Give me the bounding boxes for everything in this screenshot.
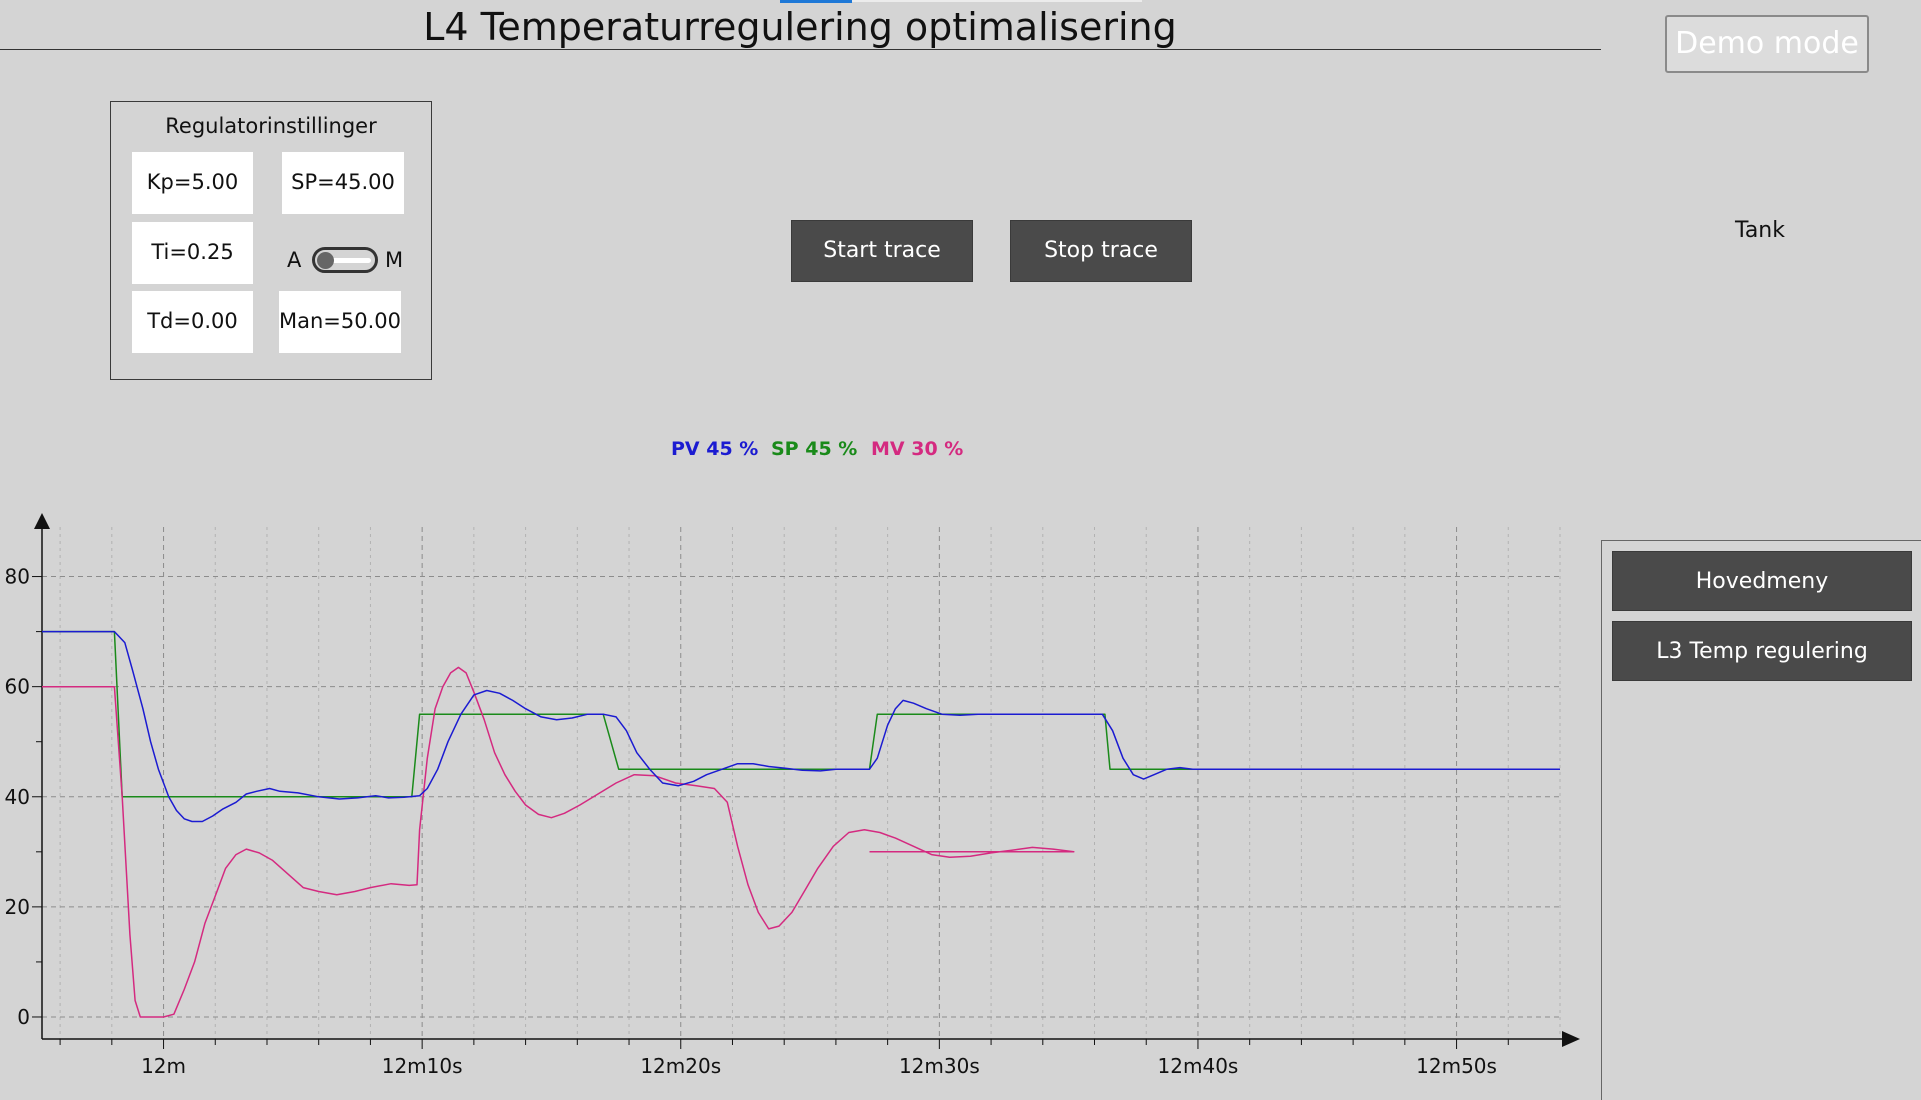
x-tick-label: 12m40s (1158, 1054, 1239, 1078)
x-tick-label: 12m30s (899, 1054, 980, 1078)
mode-manual-label: M (385, 248, 403, 272)
regulator-settings-title: Regulatorinstillinger (111, 114, 431, 138)
trend-chart[interactable]: 0 20 40 60 80 12m 12m10s 12m20s 12m30s 12m40s 12m5… (0, 505, 1600, 1081)
start-trace-button[interactable]: Start trace (791, 220, 973, 282)
main-menu-button[interactable]: Hovedmeny (1612, 551, 1912, 611)
sp-field[interactable]: SP=45.00 (282, 152, 404, 214)
legend-pv: PV 45 % (671, 438, 758, 460)
navigation-panel: Hovedmeny L3 Temp regulering (1601, 540, 1921, 1100)
y-tick-label: 40 (5, 785, 30, 809)
y-axis-arrow (34, 513, 50, 529)
series-line-mv (14, 667, 1074, 1017)
legend-mv: MV 30 % (871, 438, 963, 460)
title-divider (0, 49, 1601, 50)
l3-temp-regulation-button[interactable]: L3 Temp regulering (1612, 621, 1912, 681)
y-tick-label: 20 (5, 895, 30, 919)
series-line-pv (14, 632, 1563, 822)
y-tick-label: 60 (5, 675, 30, 699)
series-line-sp (14, 632, 1563, 797)
chart-legend: PV 45 % SP 45 % MV 30 % (660, 438, 980, 468)
td-field[interactable]: Td=0.00 (132, 291, 253, 353)
x-tick-label: 12m50s (1416, 1054, 1497, 1078)
regulator-settings-panel: Regulatorinstillinger Kp=5.00 SP=45.00 T… (110, 101, 432, 380)
tab-strip (852, 0, 1142, 2)
chart-axes: 0 20 40 60 80 12m 12m10s 12m20s 12m30s 12m40s 12m5… (5, 513, 1580, 1078)
active-tab-indicator[interactable] (780, 0, 852, 3)
page-title: L4 Temperaturregulering optimalisering (0, 0, 1600, 50)
tank-label: Tank (1700, 218, 1820, 243)
kp-field[interactable]: Kp=5.00 (132, 152, 253, 214)
y-tick-label: 80 (5, 565, 30, 589)
chart-grid (42, 527, 1560, 1039)
x-tick-label: 12m (141, 1054, 186, 1078)
toggle-knob (317, 252, 334, 269)
demo-mode-button[interactable]: Demo mode (1665, 15, 1869, 73)
x-axis-arrow (1562, 1031, 1580, 1047)
mode-auto-label: A (287, 248, 301, 272)
x-tick-label: 12m10s (382, 1054, 463, 1078)
stop-trace-button[interactable]: Stop trace (1010, 220, 1192, 282)
ti-field[interactable]: Ti=0.25 (132, 222, 253, 284)
y-tick-label: 0 (17, 1005, 30, 1029)
manual-output-field[interactable]: Man=50.00 (279, 291, 401, 353)
legend-sp: SP 45 % (771, 438, 857, 460)
auto-manual-toggle[interactable] (312, 247, 378, 273)
chart-series (14, 632, 1563, 1017)
x-tick-label: 12m20s (640, 1054, 721, 1078)
